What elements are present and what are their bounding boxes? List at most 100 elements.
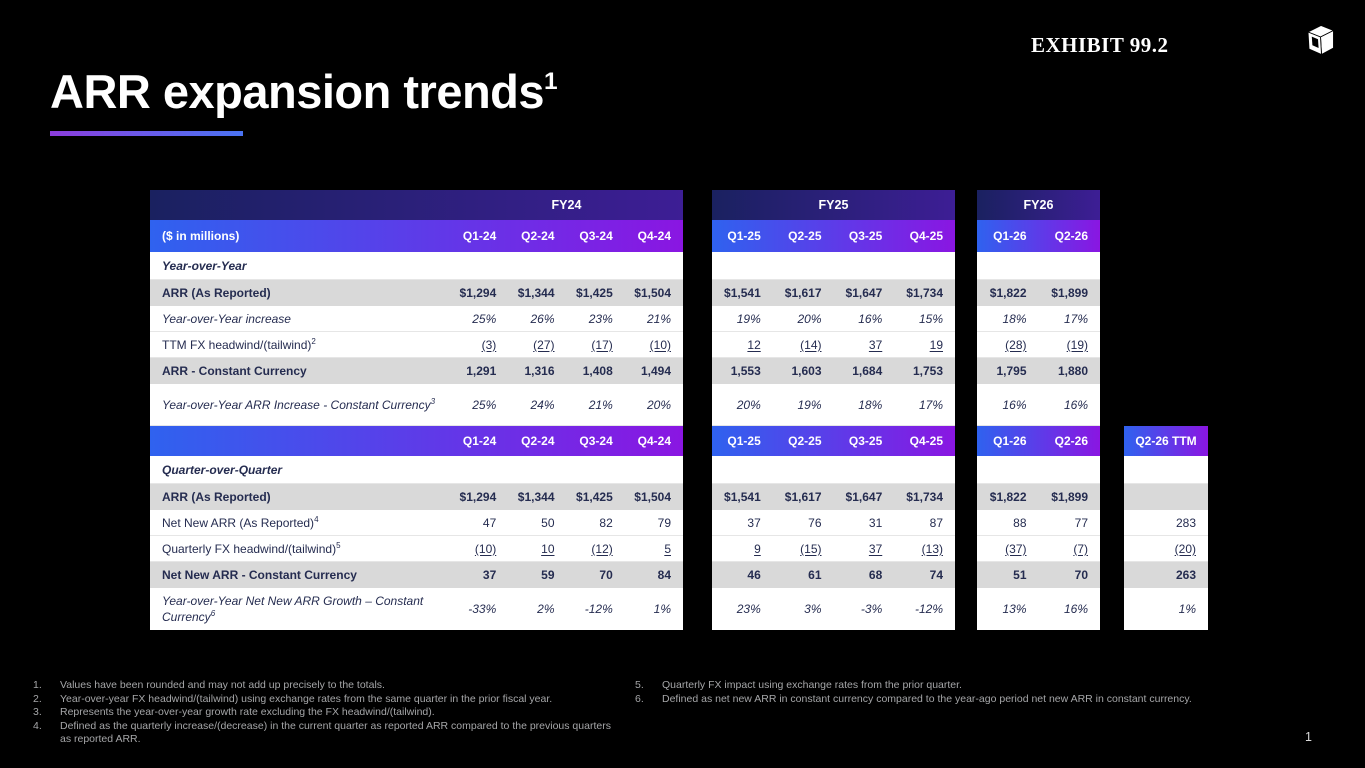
row-label-text: Year-over-Year increase	[162, 311, 291, 326]
table-cell: $1,734	[906, 489, 943, 504]
row-label: ARR (As Reported)	[150, 286, 450, 300]
table-cell: 1%	[653, 602, 671, 616]
table-cell: $1,822	[989, 489, 1027, 504]
footnote-text: Represents the year-over-year growth rat…	[60, 706, 435, 719]
row-label: Year-over-Year increase	[150, 312, 450, 326]
table-row-yoy-increase: 18% 17%	[977, 306, 1100, 332]
table-group-fy26: FY26 Q1-26 Q2-26 $1,822 $1,899 18% 17% (28) (19)…	[977, 190, 1100, 630]
table-row-arr-reported-qoq: ARR (As Reported) $1,294 $1,344 $1,425 $1,50…	[150, 484, 683, 510]
row-label-footnote-marker: 3	[430, 396, 436, 406]
table-cell: $1,294	[459, 489, 497, 504]
table-row-arr-reported-qoq: $1,541 $1,617 $1,647 $1,734	[712, 484, 955, 510]
table-cell: 16%	[1063, 397, 1088, 412]
table-cell: 1,684	[852, 363, 883, 378]
table-cell: 20%	[797, 311, 822, 326]
table-row-net-new-arr-cc: 51 70	[977, 562, 1100, 588]
table-cell: 15%	[918, 311, 943, 326]
table-row-yoy-arr-increase-cc: 16% 16%	[977, 384, 1100, 426]
table-cell: 1,291	[466, 363, 497, 378]
row-label-text: ARR (As Reported)	[162, 285, 271, 300]
page-number: 1	[1305, 730, 1312, 744]
year-header: FY25	[712, 190, 955, 220]
table-cell: 47	[482, 515, 497, 530]
row-label-text: ARR - Constant Currency	[162, 363, 307, 378]
exhibit-label: EXHIBIT 99.2	[1031, 33, 1169, 57]
table-cell: 74	[929, 567, 943, 582]
table-row-qoq-section: Quarter-over-Quarter	[150, 456, 683, 484]
footnote-number: 3.	[33, 706, 42, 719]
table-cell: $1,425	[576, 489, 613, 504]
footnote-item: 5. Quarterly FX impact using exchange rat…	[635, 679, 1275, 693]
table-cell: $1,617	[784, 285, 822, 300]
table-cell: 1,795	[996, 363, 1027, 378]
table-cell: 1,316	[524, 363, 555, 378]
quarter-header-row: Q1-25 Q2-25 Q3-25 Q4-25	[712, 426, 955, 456]
table-row-net-new-arr-cc: 263	[1124, 562, 1208, 588]
table-row-arr-reported-qoq: $1,822 $1,899	[977, 484, 1100, 510]
table-cell: 9	[754, 541, 761, 556]
table-cell: 3%	[804, 602, 822, 616]
table-row-ttm-fx-headwind: (28) (19)	[977, 332, 1100, 358]
table-cell: (3)	[481, 337, 497, 352]
footnote-text: Defined as the quarterly increase/(decre…	[60, 719, 611, 746]
quarter-label: Q4-24	[637, 229, 671, 243]
table-row-yoy-net-new-arr-growth-cc: 13% 16%	[977, 588, 1100, 630]
row-label-text: Year-over-Year	[162, 258, 247, 273]
table-cell: 17%	[918, 397, 943, 412]
footnote-number: 4.	[33, 719, 42, 732]
table-row-yoy-section	[712, 252, 955, 280]
row-label: Quarterly FX headwind/(tailwind)5	[150, 541, 450, 556]
table-cell: 1,880	[1057, 363, 1088, 378]
table-cell: $1,734	[906, 285, 943, 300]
cube-logo-icon	[1307, 25, 1334, 55]
table-cell: 84	[657, 567, 671, 582]
table-group-fy24: FY24 ($ in millions) Q1-24 Q2-24 Q3-24 Q4-24 Y…	[150, 190, 683, 630]
table-row-arr-reported-yoy: $1,541 $1,617 $1,647 $1,734	[712, 280, 955, 306]
row-label: Net New ARR (As Reported)4	[150, 515, 450, 530]
units-label: ($ in millions)	[150, 229, 450, 243]
row-label-footnote-marker: 4	[314, 515, 319, 524]
table-group-fy25: FY25 Q1-25 Q2-25 Q3-25 Q4-25 $1,541 $1,617 $1,6…	[712, 190, 955, 630]
table-cell: (37)	[1005, 541, 1027, 556]
row-label: Quarter-over-Quarter	[150, 463, 450, 477]
table-cell: 1,603	[791, 363, 822, 378]
table-cell: 87	[929, 515, 943, 530]
table-cell: 50	[541, 515, 555, 530]
table-cell: 25%	[472, 311, 497, 326]
table-cell: 70	[599, 567, 613, 582]
table-cell: (20)	[1174, 541, 1196, 556]
table-cell: $1,504	[634, 285, 671, 300]
table-cell: $1,822	[989, 285, 1027, 300]
table-cell: 77	[1074, 515, 1088, 530]
table-cell: (15)	[800, 541, 822, 556]
quarter-label: Q4-25	[909, 434, 943, 448]
table-row-qoq-section	[1124, 456, 1208, 484]
table-cell: 70	[1074, 567, 1088, 582]
footnote-text: Defined as net new ARR in constant curre…	[662, 692, 1192, 705]
table-row-yoy-net-new-arr-growth-cc: 23% 3% -3% -12%	[712, 588, 955, 630]
table-row-arr-constant-currency: 1,553 1,603 1,684 1,753	[712, 358, 955, 384]
table-row-yoy-increase: Year-over-Year increase 25% 26% 23% 21%	[150, 306, 683, 332]
row-label-text: Year-over-Year ARR Increase - Constant C…	[162, 397, 431, 412]
table-cell: 18%	[1002, 311, 1027, 326]
quarter-header-row: Q1-25 Q2-25 Q3-25 Q4-25	[712, 220, 955, 252]
table-row-arr-reported-qoq	[1124, 484, 1208, 510]
footnote-item: 3. Represents the year-over-year growth r…	[33, 706, 623, 720]
table-cell: 21%	[646, 311, 671, 326]
table-cell: 2%	[537, 602, 555, 616]
table-cell: $1,647	[845, 285, 883, 300]
footnote-text: Values have been rounded and may not add…	[60, 679, 385, 691]
footnote-number: 5.	[635, 679, 644, 691]
table-row-arr-constant-currency: 1,795 1,880	[977, 358, 1100, 384]
table-row-yoy-net-new-arr-growth-cc: Year-over-Year Net New ARR Growth – Cons…	[150, 588, 683, 630]
table-cell: 16%	[1002, 397, 1027, 412]
table-cell: 1%	[1178, 602, 1196, 616]
table-row-net-new-arr: 37 76 31 87	[712, 510, 955, 536]
row-label-text: Quarter-over-Quarter	[162, 462, 283, 477]
quarter-label: Q3-25	[848, 229, 883, 243]
table-row-qoq-section	[977, 456, 1100, 484]
year-header: FY24	[150, 190, 683, 220]
table-cell: $1,541	[724, 285, 761, 300]
table-row-ttm-fx-headwind: 12 (14) 37 19	[712, 332, 955, 358]
row-label-text: Net New ARR (As Reported)	[162, 516, 315, 530]
